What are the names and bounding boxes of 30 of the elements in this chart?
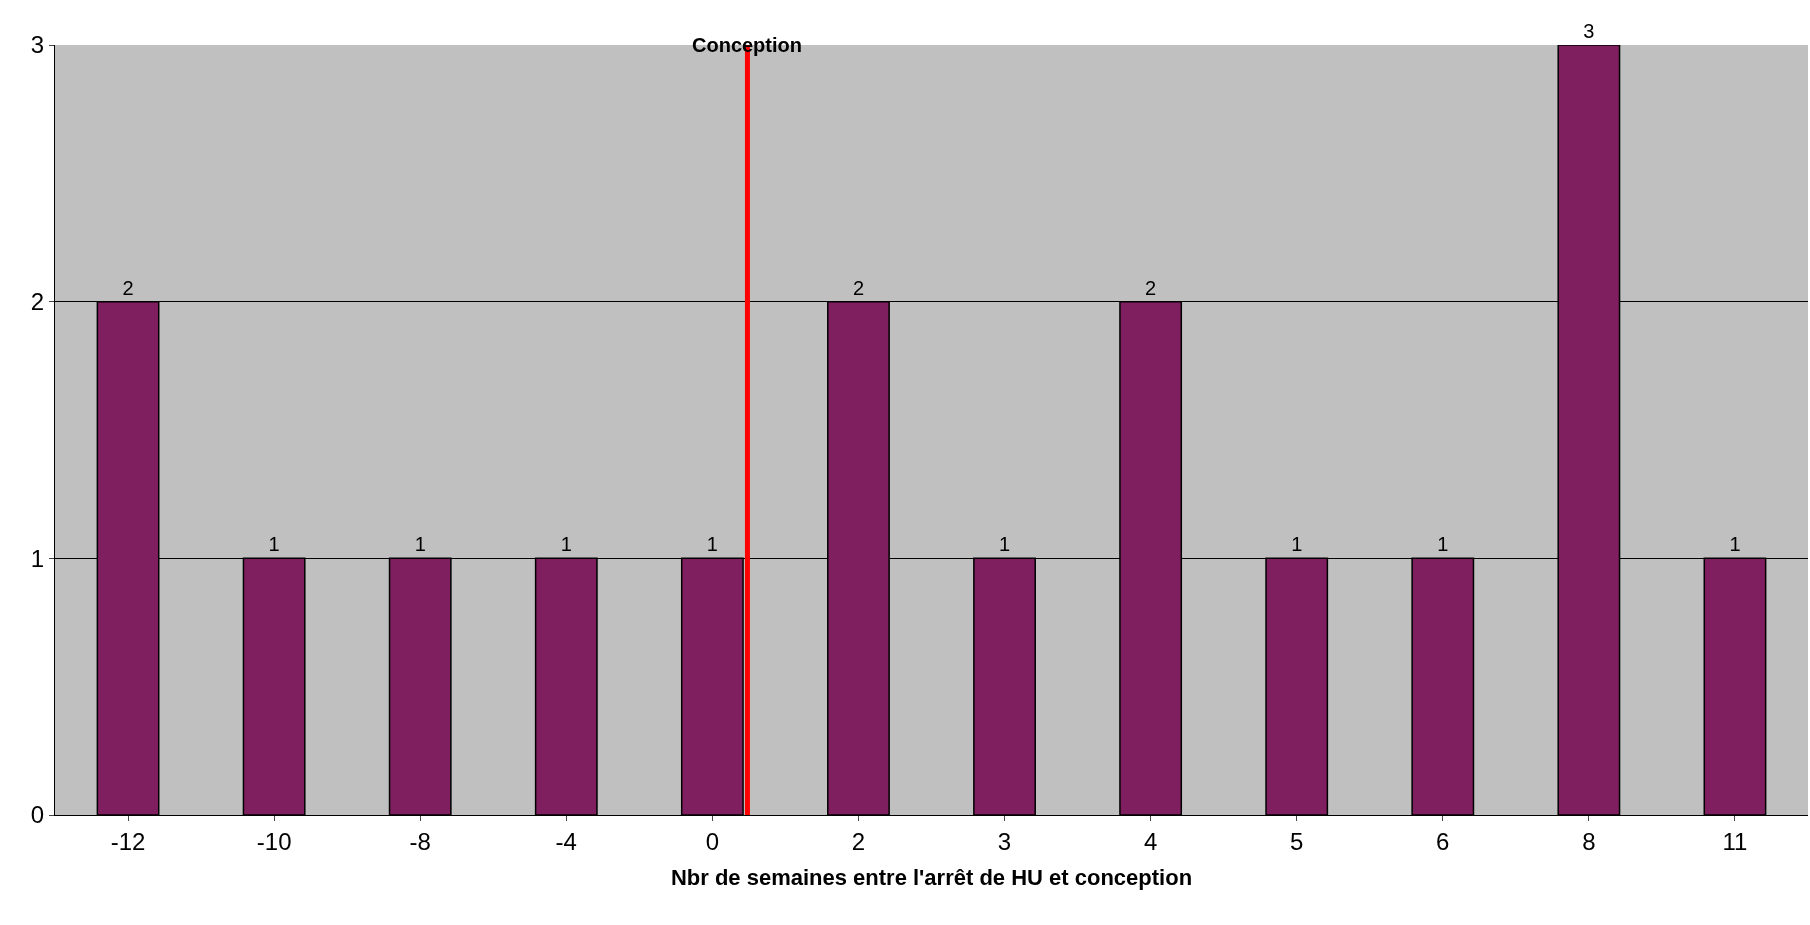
data-label: 1	[1729, 533, 1741, 556]
y-tick-label: 0	[30, 801, 45, 829]
y-tick-label: 2	[30, 288, 45, 316]
x-tick-label: -4	[555, 827, 577, 855]
data-label: 1	[560, 533, 572, 556]
data-label: 1	[268, 533, 280, 556]
x-tick-label: 11	[1722, 827, 1748, 855]
data-label: 1	[1437, 533, 1449, 556]
data-label: 1	[998, 533, 1011, 556]
y-tick-label: 3	[30, 31, 45, 59]
y-tick-label: 1	[30, 544, 45, 572]
data-label: 2	[122, 276, 134, 299]
x-tick-label: 8	[1582, 827, 1596, 855]
data-label: 1	[706, 533, 718, 556]
data-label: 2	[852, 276, 865, 299]
x-tick-label: 3	[997, 827, 1012, 855]
data-label: 1	[414, 533, 426, 556]
x-tick-label: 2	[851, 827, 866, 855]
data-label: 3	[1583, 20, 1595, 42]
x-tick-label: -8	[409, 827, 431, 855]
ref-line-label: Conception	[692, 34, 802, 56]
x-axis-title: Nbr de semaines entre l'arrêt de HU et conception	[670, 864, 1193, 890]
x-tick-label: -12	[110, 827, 146, 855]
x-tick-label: 5	[1290, 827, 1304, 855]
data-label: 1	[1291, 533, 1303, 556]
x-tick-label: 6	[1436, 827, 1450, 855]
x-tick-label: 0	[705, 827, 720, 855]
x-tick-label: 4	[1143, 827, 1158, 855]
data-label: 2	[1145, 276, 1157, 299]
x-tick-label: -10	[256, 827, 292, 855]
